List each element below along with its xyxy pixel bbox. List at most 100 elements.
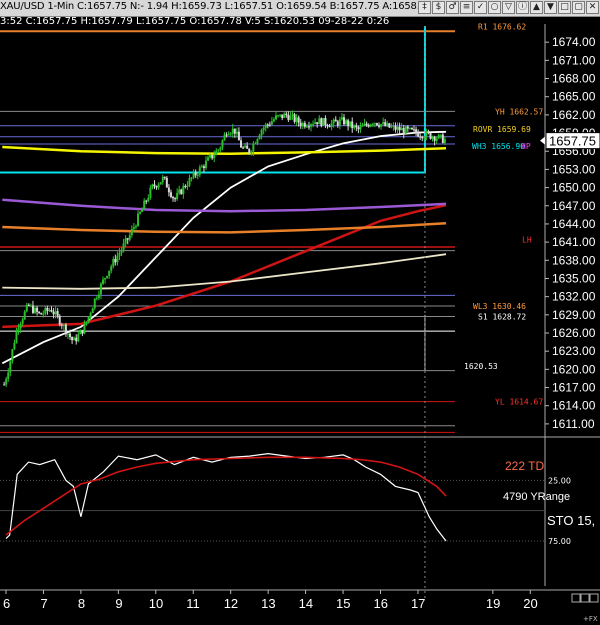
candle-body (394, 125, 397, 130)
candle-body (305, 126, 308, 128)
candle-body (93, 298, 96, 309)
candle-body (221, 140, 224, 148)
candle-body (27, 304, 30, 306)
candle-body (151, 184, 154, 188)
price-tick-label: 1629.00 (552, 308, 596, 322)
level-label: LH (522, 235, 532, 244)
candle-body (367, 125, 370, 127)
candle-body (351, 121, 354, 129)
toolbar-button-5[interactable]: ○ (488, 1, 501, 14)
time-tick-label: 19 (486, 596, 500, 611)
candle-body (293, 114, 296, 122)
candle-body (264, 124, 267, 128)
candle-body (233, 128, 236, 134)
time-tick-label: 6 (3, 596, 10, 611)
candle-body (380, 124, 383, 127)
candle-body (3, 384, 6, 386)
toolbar-button-11[interactable]: ▢ (572, 1, 585, 14)
candle-body (223, 134, 226, 141)
toolbar-button-6[interactable]: ▽ (502, 1, 515, 14)
candle-body (36, 307, 39, 312)
candle-body (285, 113, 288, 116)
candle-body (202, 166, 205, 169)
toolbar-button-8[interactable]: ▲ (530, 1, 543, 14)
candle-body (112, 258, 115, 267)
candle-body (124, 238, 127, 244)
candle-body (402, 128, 405, 134)
candle-body (165, 177, 168, 188)
time-tick-label: 17 (411, 596, 425, 611)
sto-label: STO 15, (547, 513, 595, 528)
toolbar-button-10[interactable]: □ (558, 1, 571, 14)
candle-body (153, 184, 156, 187)
candle-body (56, 311, 59, 316)
candle-body (295, 117, 298, 122)
scroll-btn-c[interactable] (589, 593, 599, 603)
price-tick-label: 1662.00 (552, 108, 596, 122)
candle-body (258, 135, 261, 140)
candle-body (120, 249, 123, 253)
candle-body (89, 313, 92, 317)
candle-body (13, 342, 16, 350)
candle-body (244, 145, 247, 148)
candle-body (104, 278, 107, 280)
candle-body (324, 118, 327, 126)
candle-body (97, 294, 100, 298)
candle-body (423, 137, 426, 139)
toolbar-button-4[interactable]: ✓ (474, 1, 487, 14)
candle-body (23, 311, 26, 320)
candle-body (328, 126, 331, 128)
candle-body (441, 134, 444, 143)
sto-line-red (5, 456, 447, 536)
toolbar-button-1[interactable]: $ (432, 1, 445, 14)
level-label: WH3 1656.90 (472, 142, 525, 151)
candle-body (443, 139, 446, 143)
candle-body (400, 128, 403, 131)
toolbar-button-3[interactable]: ≡ (460, 1, 473, 14)
candle-body (262, 127, 265, 131)
toolbar-button-0[interactable]: ‡ (418, 1, 431, 14)
candle-body (114, 258, 117, 263)
candle-body (54, 311, 57, 315)
scroll-btn-b[interactable] (580, 593, 590, 603)
sto-tick-label: 25.00 (548, 476, 571, 485)
candle-body (237, 131, 240, 141)
candle-body (128, 235, 131, 240)
price-tick-label: 1665.00 (552, 90, 596, 104)
candle-body (229, 133, 232, 135)
toolbar-button-12[interactable]: ✕ (586, 1, 599, 14)
scroll-btn-a[interactable] (571, 593, 581, 603)
candle-body (132, 227, 135, 230)
candle-body (415, 129, 418, 133)
candle-body (287, 115, 290, 120)
candle-body (246, 145, 249, 149)
candle-body (277, 115, 280, 117)
candle-body (260, 130, 263, 136)
candle-body (345, 120, 348, 125)
toolbar-button-2[interactable]: ♂ (446, 1, 459, 14)
candle-body (69, 333, 72, 338)
candle-body (62, 324, 65, 326)
time-tick-label: 12 (224, 596, 238, 611)
candle-body (433, 136, 436, 141)
toolbar-button-7[interactable]: ⓘ (516, 1, 529, 14)
level-label: WL3 1630.46 (473, 302, 526, 311)
level-label: ROVR 1659.69 (473, 125, 531, 134)
candle-body (410, 127, 413, 130)
toolbar-button-9[interactable]: ▼ (544, 1, 557, 14)
candle-body (297, 117, 300, 123)
candle-body (359, 126, 362, 130)
sto-label: 4790 YRange (503, 491, 570, 503)
candle-body (85, 321, 88, 325)
candle-body (291, 114, 294, 116)
candle-body (431, 136, 434, 139)
time-tick-label: 20 (523, 596, 537, 611)
candle-body (75, 337, 78, 342)
candle-body (174, 198, 177, 200)
candle-body (7, 372, 10, 379)
candle-body (272, 119, 275, 122)
candle-body (116, 255, 119, 263)
candle-body (149, 187, 152, 198)
candle-body (425, 131, 428, 138)
